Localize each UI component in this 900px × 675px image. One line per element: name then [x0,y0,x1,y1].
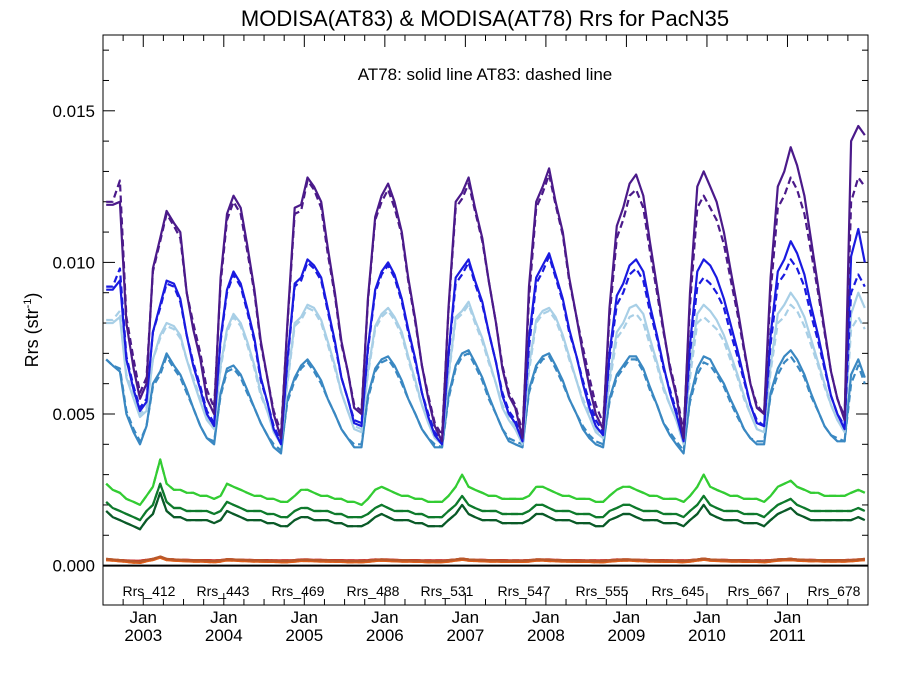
legend-item-rrs-531: Rrs_531 [421,583,474,599]
x-tick-month: Jan [532,608,559,627]
series-line-rrs-547-dashed [105,482,866,522]
legend-item-rrs-412: Rrs_412 [123,583,176,599]
series-line-rrs-469-dashed [106,303,866,443]
series-line-rrs-531-solid [105,458,866,506]
legend-item-rrs-443: Rrs_443 [197,583,250,599]
svg-text:Rrs (str-1): Rrs (str-1) [22,293,42,368]
legend-item-rrs-547: Rrs_547 [498,583,551,599]
legend-item-rrs-678: Rrs_678 [808,583,861,599]
legend-item-rrs-667: Rrs_667 [728,583,781,599]
legend-item-rrs-469: Rrs_469 [272,583,325,599]
x-tick-year: 2005 [285,626,323,645]
x-tick-month: Jan [452,608,479,627]
y-axis-label-main: Rrs (str [22,308,42,367]
x-tick-year: 2009 [608,626,646,645]
series-line-rrs-555-dashed [105,491,866,531]
x-tick-year: 2004 [205,626,243,645]
y-axis-label-close: ) [22,293,42,299]
y-tick-label: 0.015 [52,102,95,121]
annotation: AT78: solid line AT83: dashed line [358,65,613,84]
series-line-rrs-412-dashed [106,173,866,437]
x-tick-month: Jan [210,608,237,627]
legend-item-rrs-555: Rrs_555 [576,583,629,599]
series-line-rrs-488-dashed [105,352,866,452]
x-axis: Jan2003Jan2004Jan2005Jan2006Jan2007Jan20… [122,35,849,645]
y-tick-label: 0.000 [52,557,95,576]
legend-item-rrs-645: Rrs_645 [652,583,705,599]
series-line-rrs-443-dashed [106,255,866,443]
y-tick-label: 0.010 [52,253,95,272]
y-axis-label-superscript: -1 [22,299,34,309]
x-tick-month: Jan [613,608,640,627]
legend: Rrs_412 Rrs_443 Rrs_469 Rrs_488 Rrs_531 Rrs_5… [123,583,861,599]
y-axis: 0.000 0.005 0.010 0.015 [52,49,868,576]
series-line-rrs-645-dashed [106,555,865,563]
x-tick-month: Jan [693,608,720,627]
x-tick-year: 2011 [769,626,806,645]
x-tick-year: 2003 [124,626,162,645]
chart-title: MODISA(AT83) & MODISA(AT78) Rrs for PacN… [241,6,729,31]
x-tick-year: 2007 [446,626,484,645]
series-line-rrs-488-solid [105,349,866,455]
x-tick-month: Jan [371,608,398,627]
y-tick-label: 0.005 [52,405,95,424]
legend-item-rrs-488: Rrs_488 [347,583,400,599]
y-axis-label: Rrs (str-1) [22,293,42,368]
x-tick-year: 2006 [366,626,404,645]
series-line-rrs-531-dashed [105,458,866,506]
x-tick-month: Jan [130,608,157,627]
x-tick-month: Jan [291,608,318,627]
x-tick-year: 2008 [527,626,565,645]
series-line-rrs-667-dashed [106,556,865,565]
x-tick-month: Jan [774,608,801,627]
series-layer [105,124,866,565]
x-tick-year: 2010 [688,626,726,645]
